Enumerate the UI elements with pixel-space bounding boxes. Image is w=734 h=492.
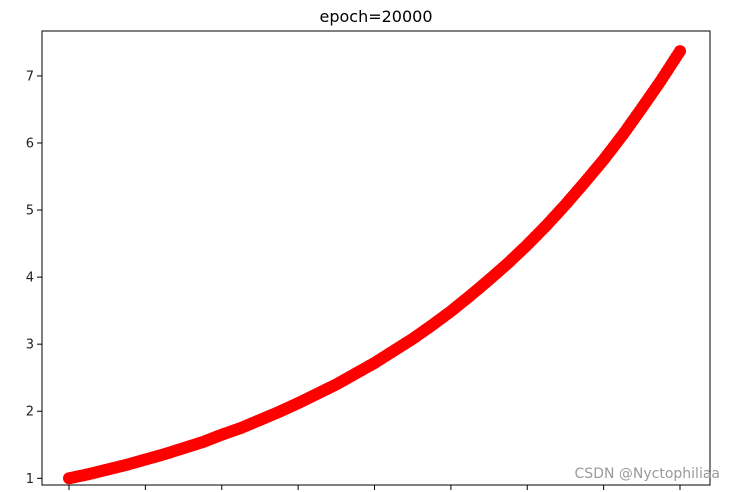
y-tick-label: 3 [26,338,34,353]
x-axis [68,485,681,490]
chart-title: epoch=20000 [319,7,432,26]
y-tick-label: 7 [26,69,34,84]
y-tick-label: 2 [26,405,34,420]
axes-frame [41,30,711,486]
data-point [674,45,686,58]
y-tick-label: 5 [26,204,34,219]
watermark: CSDN @Nyctophiliaa [575,466,720,482]
y-tick-label: 1 [26,472,34,487]
y-tick-label: 4 [26,271,34,286]
plot-area [63,45,686,485]
y-tick-label: 6 [26,136,34,151]
y-axis: 1 2 3 4 5 6 7 [26,69,42,487]
